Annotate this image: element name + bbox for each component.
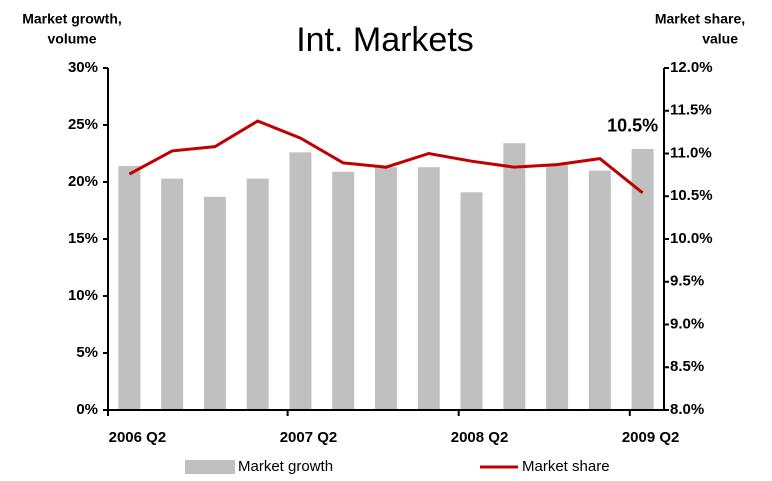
bar [588, 170, 611, 410]
bar [246, 178, 269, 410]
y-tick-label: 10% [68, 287, 98, 304]
y-tick-label: 0% [76, 401, 98, 418]
y2-tick-label: 9.5% [670, 273, 704, 290]
y-tick-label: 15% [68, 230, 98, 247]
y2-tick-label: 10.0% [670, 230, 713, 247]
legend-swatch [185, 460, 235, 474]
y2-tick-label: 11.5% [670, 102, 712, 119]
y2-tick-label: 9.0% [670, 315, 704, 332]
y-tick-label: 20% [68, 173, 98, 190]
bar [118, 166, 141, 410]
y-tick-label: 5% [76, 344, 98, 361]
y2-axis-label: value [702, 31, 738, 47]
bar [546, 164, 569, 410]
y2-tick-label: 10.5% [670, 187, 713, 204]
x-tick-label: 2006 Q2 [109, 429, 167, 446]
bar [203, 196, 226, 410]
y2-axis-label: Market share, [655, 11, 745, 27]
y2-tick-label: 8.5% [670, 358, 704, 375]
y2-tick-label: 8.0% [670, 401, 704, 418]
bar [332, 171, 355, 410]
bar [375, 167, 397, 410]
bar [161, 178, 184, 410]
y-tick-label: 25% [68, 116, 98, 133]
x-tick-label: 2009 Q2 [622, 429, 680, 446]
bar [631, 148, 654, 410]
bar [417, 167, 440, 410]
y2-tick-label: 12.0% [670, 59, 713, 76]
chart-title: Int. Markets [296, 21, 474, 59]
y2-tick-label: 11.0% [670, 144, 712, 161]
y-axis-label: volume [47, 31, 96, 47]
bar [460, 192, 483, 410]
bar [503, 143, 526, 411]
x-tick-label: 2007 Q2 [280, 429, 338, 446]
line [128, 119, 644, 195]
legend-label: Market growth [238, 458, 333, 475]
y-tick-label: 30% [68, 59, 98, 76]
x-tick-label: 2008 Q2 [451, 429, 509, 446]
bar [289, 152, 312, 411]
legend-label: Market share [522, 458, 610, 475]
y-axis-label: Market growth, [22, 11, 122, 27]
data-label: 10.5% [607, 116, 658, 136]
